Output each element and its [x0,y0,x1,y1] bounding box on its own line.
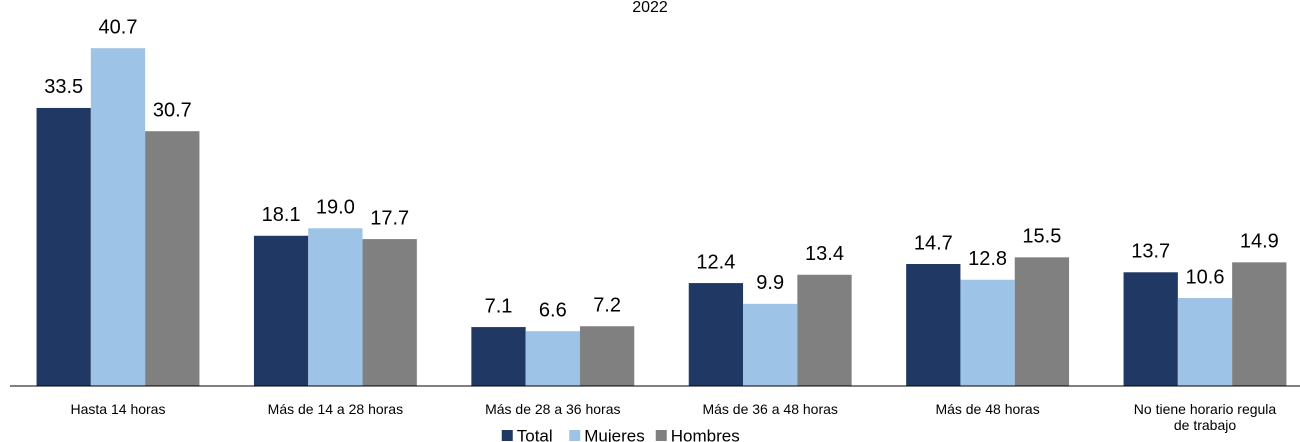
data-label: 7.2 [593,295,621,317]
data-label: 12.4 [696,251,735,273]
data-label: 33.5 [44,76,83,98]
data-label: 19.0 [316,197,355,219]
data-label: 9.9 [756,272,784,294]
data-label: 40.7 [99,16,138,38]
data-label: 14.9 [1240,231,1279,253]
data-label: 10.6 [1186,266,1225,288]
bar [471,327,526,386]
x-tick-label: Más de 36 a 48 horas [702,401,838,417]
chart-title: 2022 [632,0,668,16]
legend-label: Hombres [671,426,740,442]
bar [688,283,744,386]
bar [1123,272,1178,386]
bar [145,131,200,386]
bar [525,331,580,386]
legend-swatch [501,430,513,441]
x-tick-label: Más de 14 a 28 horas [267,401,404,417]
legend-label: Total [517,426,553,442]
bar [1177,298,1233,386]
bar [960,279,1015,386]
bar [253,235,309,386]
data-label: 30.7 [153,99,192,121]
data-label: 13.7 [1131,241,1170,263]
bar [743,303,798,386]
data-label: 6.6 [539,300,567,322]
data-label: 14.7 [914,232,953,254]
x-tick-label: Más de 48 horas [935,401,1040,417]
data-label: 7.1 [485,295,513,317]
x-tick-label: Hasta 14 horas [70,401,166,417]
data-label: 15.5 [1022,226,1061,248]
bar [579,326,635,386]
bar [797,274,852,386]
legend-swatch [569,430,581,441]
data-label: 13.4 [805,243,844,265]
x-tick-label: Más de 28 a 36 horas [485,401,621,417]
data-label: 17.7 [370,207,409,229]
bar [1014,257,1070,386]
data-label: 12.8 [968,248,1007,270]
bar [90,48,146,386]
bar [308,228,363,386]
bar [1232,262,1287,386]
data-label: 18.1 [262,204,301,226]
legend-swatch [655,430,667,441]
bar [906,263,961,386]
x-tick-label: No tiene horario regula de trabajo [1133,401,1277,433]
bar [362,239,417,386]
legend-label: Mujeres [584,426,644,442]
bar [36,107,91,386]
